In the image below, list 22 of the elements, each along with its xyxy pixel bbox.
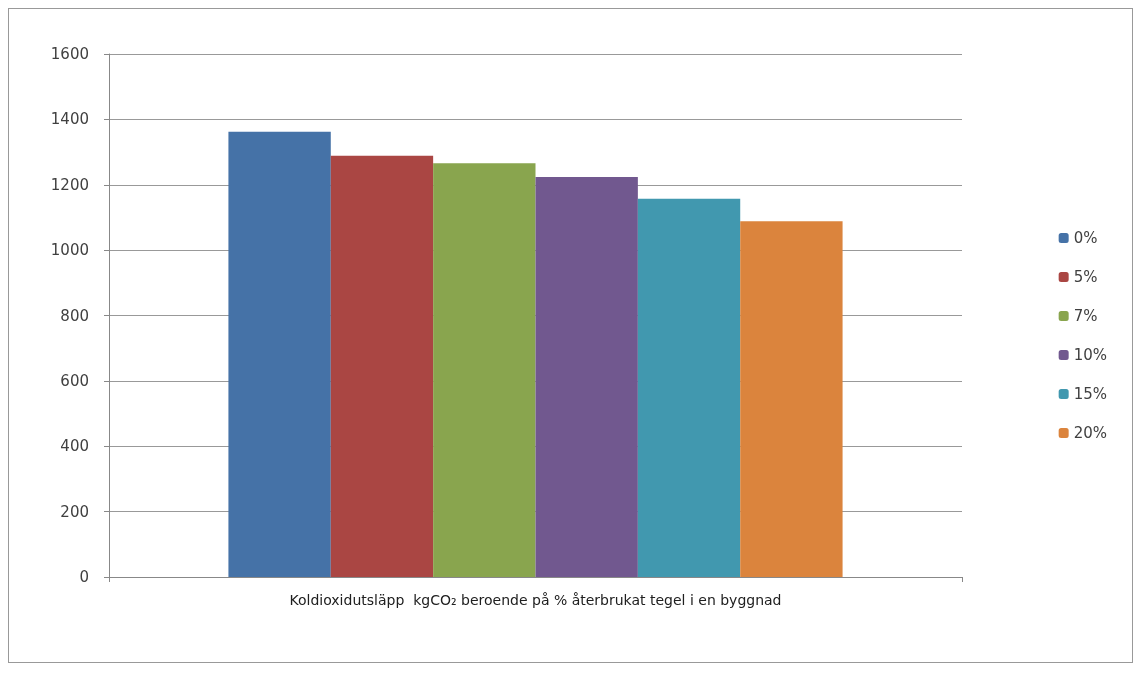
bar xyxy=(228,131,331,577)
y-tick-label: 400 xyxy=(60,437,89,456)
y-tick-label: 1600 xyxy=(50,45,89,63)
bar xyxy=(535,176,638,577)
y-tick-label: 1400 xyxy=(50,110,89,129)
y-tick-label: 1200 xyxy=(50,175,89,194)
legend-label: 15% xyxy=(1073,385,1107,403)
y-tick-label: 800 xyxy=(60,306,89,325)
y-tick-label: 1000 xyxy=(50,241,89,260)
legend-label: 10% xyxy=(1073,346,1107,364)
legend-label: 20% xyxy=(1073,424,1107,442)
bar xyxy=(330,155,434,577)
legend-label: 7% xyxy=(1073,307,1098,325)
x-tick-label: Koldioxidutsläpp kgCO₂ beroende på % återbrukat tegel i en byggnad xyxy=(289,592,782,608)
legend-label: 5% xyxy=(1073,268,1098,286)
y-tick-label: 600 xyxy=(60,371,89,390)
bar xyxy=(637,198,741,577)
y-tick-label: 200 xyxy=(60,502,89,521)
y-tick-label: 0 xyxy=(79,568,89,586)
legend-label: 0% xyxy=(1073,229,1098,247)
bar xyxy=(740,221,843,577)
bar xyxy=(433,163,536,577)
